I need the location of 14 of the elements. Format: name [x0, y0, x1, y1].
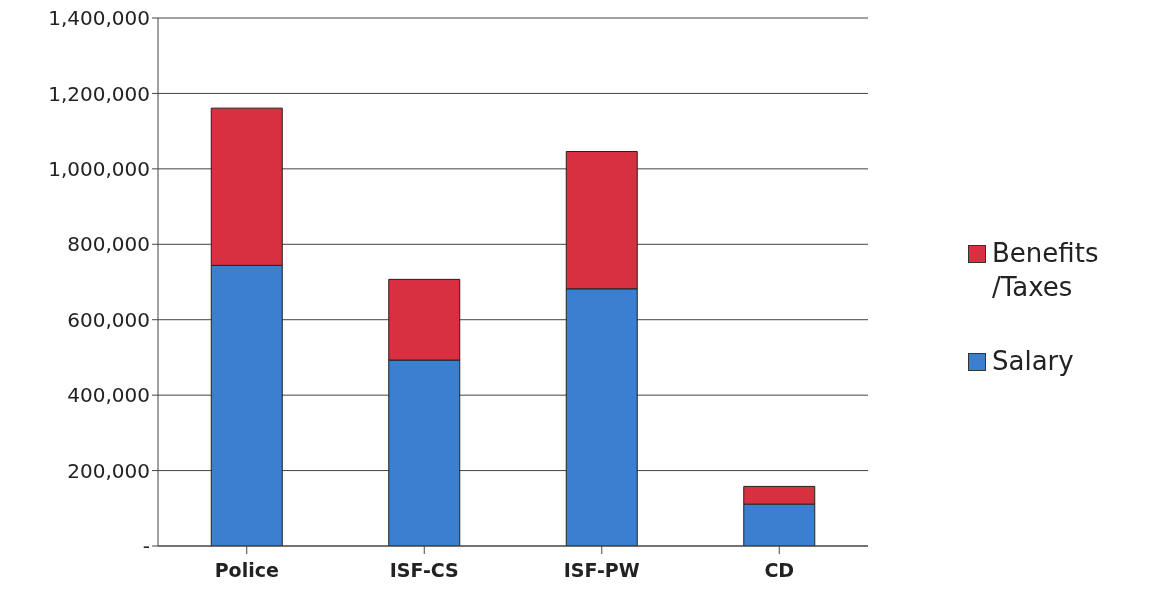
legend-label: Salary — [992, 345, 1075, 378]
legend-label: Benefits/Taxes — [992, 237, 1100, 304]
y-tick-label: - — [142, 534, 150, 559]
y-tick-label: 1,000,000 — [48, 156, 150, 181]
y-tick-label: 200,000 — [67, 458, 150, 483]
x-tick-label: CD — [764, 559, 795, 582]
x-tick-label: ISF-PW — [563, 559, 640, 582]
y-tick-label: 800,000 — [67, 232, 150, 257]
x-tick-label: ISF-CS — [389, 559, 459, 582]
x-tick-label: Police — [214, 559, 279, 582]
y-tick-label: 400,000 — [67, 383, 150, 408]
y-tick-label: 1,400,000 — [48, 6, 150, 31]
y-tick-label: 600,000 — [67, 307, 150, 332]
y-tick-label: 1,200,000 — [48, 81, 150, 106]
